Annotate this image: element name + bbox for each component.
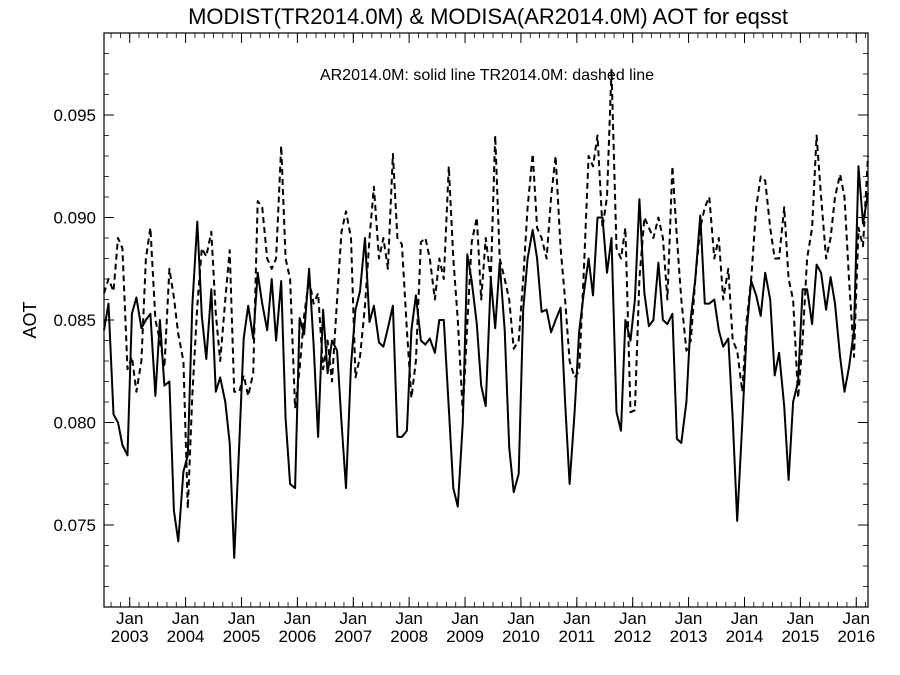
x-tick-year-label-1: 2004	[167, 627, 205, 646]
x-tick-year-label-8: 2011	[559, 627, 596, 646]
x-tick-month-label-2: Jan	[228, 609, 255, 628]
x-tick-year-label-13: 2016	[837, 627, 875, 646]
x-tick-year-label-3: 2006	[278, 627, 316, 646]
chart-title: MODIST(TR2014.0M) & MODISA(AR2014.0M) AO…	[188, 4, 788, 29]
x-tick-year-label-4: 2007	[334, 627, 372, 646]
y-tick-label-0: 0.075	[53, 516, 96, 535]
x-tick-year-label-5: 2008	[390, 627, 428, 646]
plot-frame	[103, 32, 869, 608]
x-tick-year-label-0: 2003	[111, 627, 149, 646]
x-tick-month-label-9: Jan	[619, 609, 646, 628]
y-tick-label-4: 0.095	[53, 106, 96, 125]
x-tick-year-label-9: 2012	[614, 627, 652, 646]
dashed-series-line	[103, 68, 869, 510]
x-tick-year-label-7: 2010	[502, 627, 540, 646]
x-tick-month-label-5: Jan	[395, 609, 422, 628]
y-tick-label-2: 0.085	[53, 311, 96, 330]
series-layer	[103, 68, 869, 559]
line-style-note: AR2014.0M: solid line TR2014.0M: dashed …	[320, 67, 654, 84]
x-tick-year-label-12: 2015	[781, 627, 819, 646]
x-tick-month-label-6: Jan	[451, 609, 478, 628]
x-tick-month-label-1: Jan	[172, 609, 199, 628]
x-tick-month-label-11: Jan	[731, 609, 758, 628]
x-tick-month-label-7: Jan	[507, 609, 534, 628]
axis-layer: 0.0750.0800.0850.0900.095Jan2003Jan2004J…	[53, 32, 875, 646]
x-tick-month-label-0: Jan	[116, 609, 143, 628]
y-tick-label-1: 0.080	[53, 414, 96, 433]
x-tick-year-label-11: 2014	[726, 627, 764, 646]
x-tick-month-label-3: Jan	[284, 609, 311, 628]
x-tick-year-label-2: 2005	[223, 627, 261, 646]
x-tick-month-label-4: Jan	[340, 609, 367, 628]
x-tick-month-label-13: Jan	[843, 609, 870, 628]
x-tick-year-label-6: 2009	[446, 627, 484, 646]
x-tick-month-label-10: Jan	[675, 609, 702, 628]
x-tick-month-label-8: Jan	[563, 609, 590, 628]
y-tick-label-3: 0.090	[53, 209, 96, 228]
solid-series-line	[103, 165, 869, 559]
x-tick-month-label-12: Jan	[787, 609, 814, 628]
x-tick-year-label-10: 2013	[670, 627, 708, 646]
y-axis-title: AOT	[20, 301, 40, 338]
